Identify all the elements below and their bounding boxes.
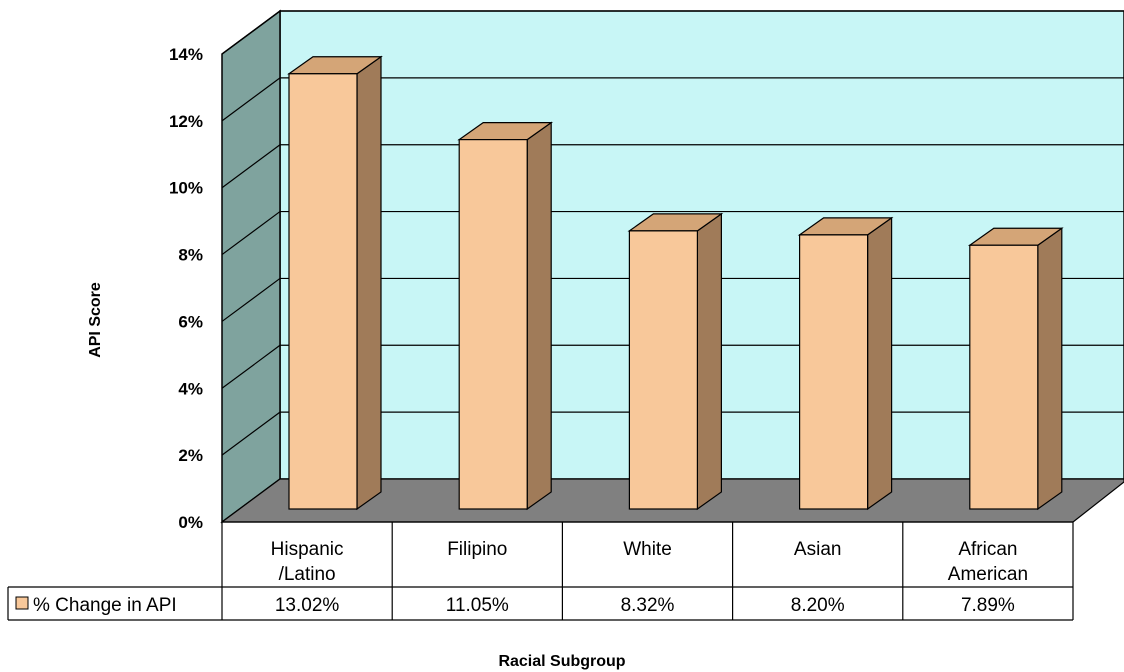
y-tick-label: 4% [178, 379, 203, 398]
gridline-side [221, 411, 281, 456]
bar-side [356, 55, 382, 511]
x-tick-label: Hispanic/Latino [271, 539, 344, 585]
bar-side [696, 212, 723, 511]
x-tick-label: Asian [794, 539, 842, 560]
bar [288, 73, 358, 510]
y-tick-label: 14% [169, 45, 203, 64]
y-axis-title: API Score [87, 282, 104, 358]
bar-side [526, 121, 552, 511]
y-tick-label: 12% [169, 112, 203, 131]
bar-group [287, 55, 383, 511]
y-tick-label: 0% [178, 513, 203, 532]
gridline-side [221, 144, 281, 189]
bar [628, 230, 699, 510]
gridline-side [221, 344, 281, 389]
data-label: 8.32% [621, 595, 675, 616]
data-label: 11.05% [446, 595, 509, 616]
data-table: Hispanic/Latino Filipino White Asian African… [7, 521, 1074, 621]
x-axis-title: Racial Subgroup [498, 653, 625, 670]
x-tick-label: African American [948, 539, 1028, 585]
bar [969, 244, 1039, 510]
gridline-side [221, 211, 281, 256]
bar-side [1037, 227, 1063, 511]
bar [798, 234, 869, 510]
y-tick-label: 8% [178, 246, 203, 265]
data-label: 8.20% [791, 595, 845, 616]
legend-label: % Change in API [33, 595, 177, 616]
gridline-side [221, 10, 281, 55]
data-label: 7.89% [961, 595, 1015, 616]
bar [458, 139, 528, 510]
side-wall [221, 9, 281, 524]
bar-group [797, 216, 894, 511]
legend-swatch [15, 596, 29, 610]
bar-side [866, 216, 893, 511]
bar-group [967, 227, 1064, 511]
y-axis-ticks: 0% 2% 4% 6% 8% 10% 12% 14% [169, 45, 203, 532]
bar-group [457, 121, 554, 511]
bar-group [627, 212, 724, 511]
bars [287, 55, 1064, 511]
gridline-side [221, 277, 281, 322]
data-label: 13.02% [275, 595, 340, 616]
y-tick-label: 10% [169, 179, 203, 198]
y-tick-label: 2% [178, 446, 203, 465]
gridline-side [221, 77, 281, 122]
x-tick-label: White [623, 539, 672, 560]
y-tick-label: 6% [178, 312, 203, 331]
x-tick-label: Filipino [447, 539, 507, 560]
